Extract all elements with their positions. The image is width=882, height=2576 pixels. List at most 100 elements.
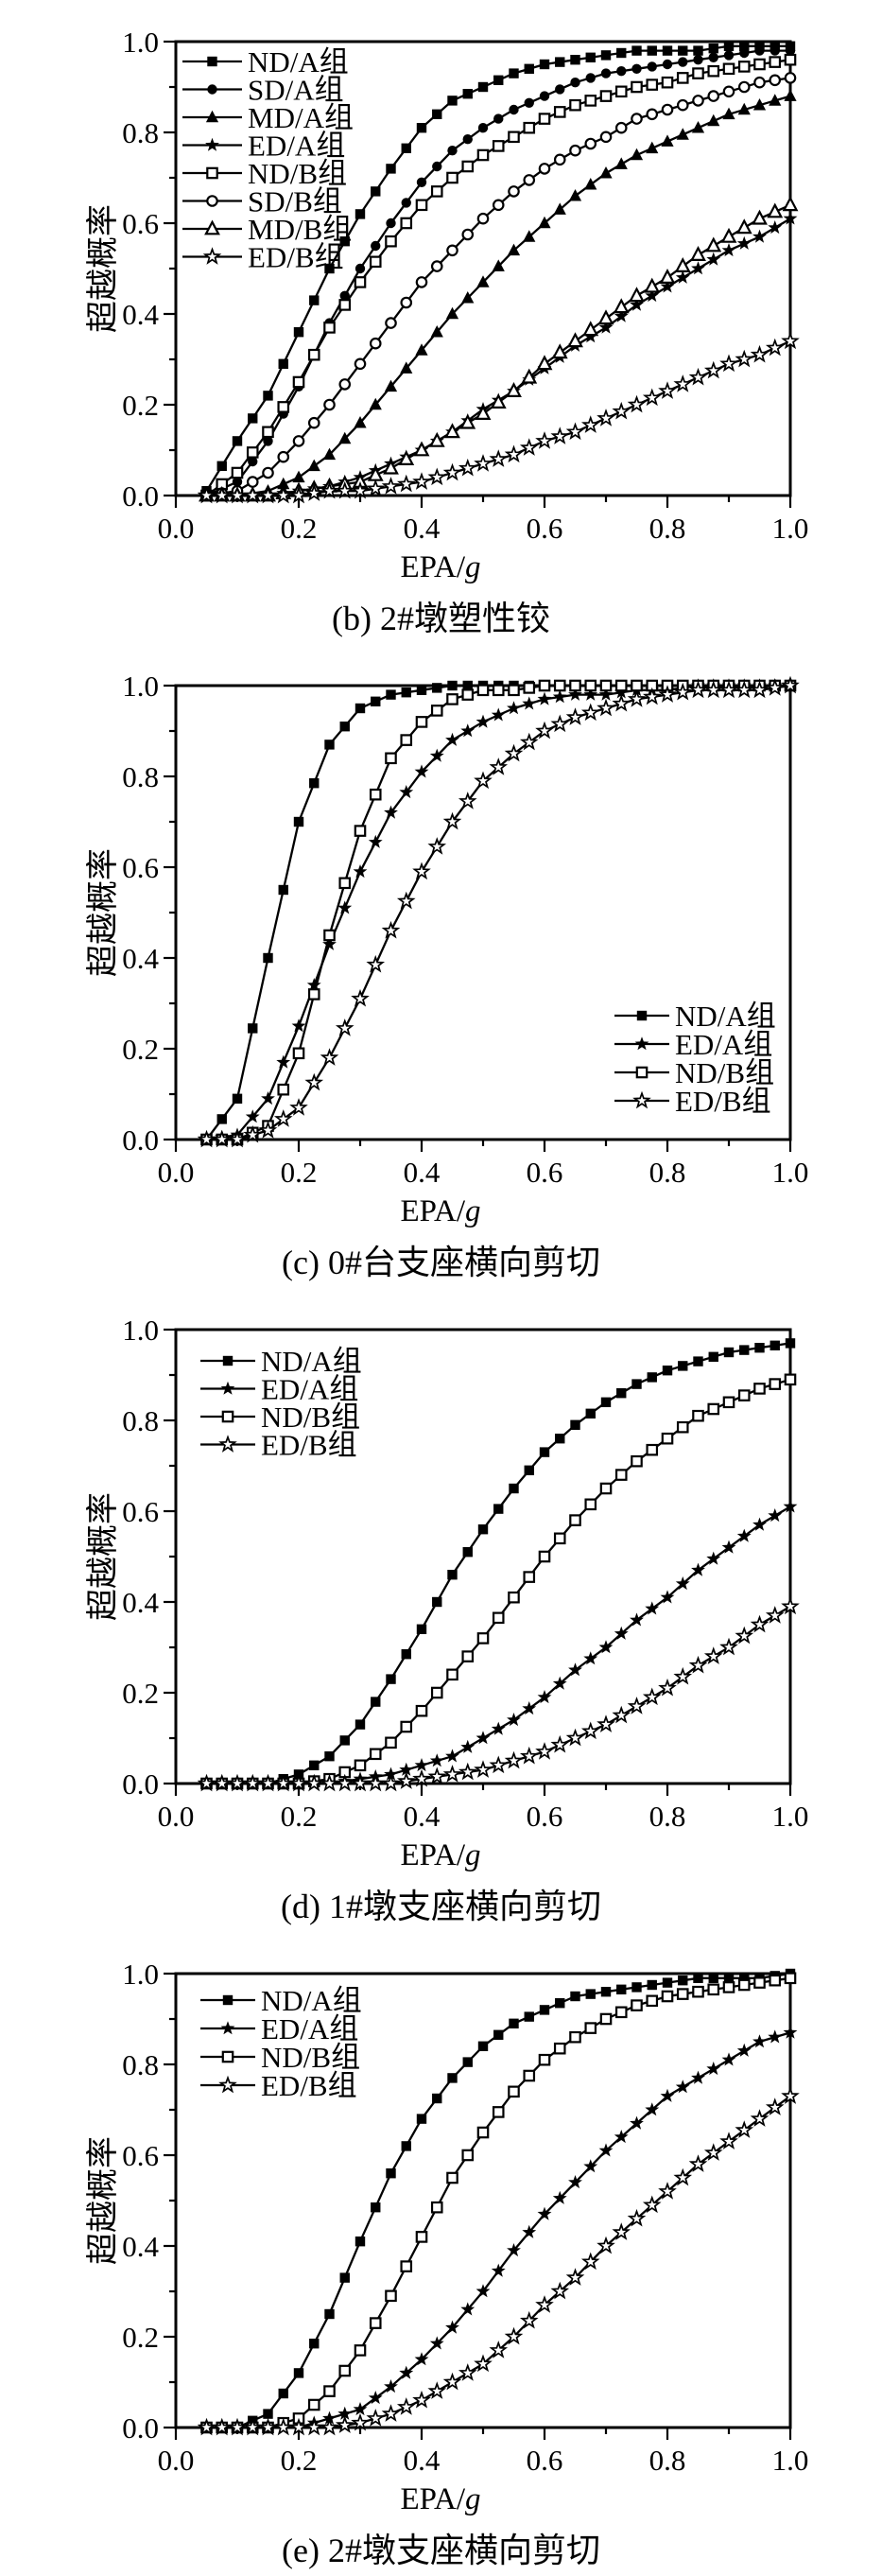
- chart-e-caption: (e) 2#墩支座横向剪切: [282, 2532, 600, 2569]
- y-tick-label: 0.0: [122, 1767, 159, 1801]
- legend-label: ND/B组: [261, 2041, 360, 2074]
- legend-label: ED/B组: [675, 1085, 771, 1118]
- x-tick-label: 0.8: [649, 2444, 686, 2477]
- x-tick-label: 0.6: [527, 2444, 563, 2477]
- x-tick-label: 1.0: [772, 2444, 809, 2477]
- legend-label: ED/B组: [261, 1429, 357, 1462]
- y-tick-label: 0.0: [122, 1123, 159, 1157]
- x-tick-label: 0.4: [404, 2444, 441, 2477]
- legend-label: ED/B组: [248, 241, 344, 274]
- x-tick-label: 0.4: [404, 1156, 441, 1189]
- y-axis-label: 超越概率: [85, 848, 121, 977]
- legend-label: MD/A组: [248, 101, 354, 134]
- chart-c-canvas: 0.0 0.2 0.4 0.6 0.8 1.0 0.0 0.2 0.4 0.6 0.8 1.0 EPA/…: [85, 670, 808, 1228]
- y-tick-label: 1.0: [122, 670, 159, 703]
- y-tick-label: 1.0: [122, 1958, 159, 1991]
- y-tick-label: 0.2: [122, 1677, 159, 1710]
- x-axis-label: EPA/g: [401, 2482, 481, 2516]
- y-axis-label: 超越概率: [85, 1492, 121, 1621]
- y-tick-label: 0.6: [122, 851, 159, 884]
- x-tick-label: 1.0: [772, 1800, 809, 1833]
- x-tick-label: 0.4: [404, 512, 441, 545]
- x-tick-label: 0.4: [404, 1800, 441, 1833]
- legend-label: ND/B组: [261, 1401, 360, 1434]
- x-axis-label: EPA/g: [401, 1838, 481, 1872]
- y-tick-label: 0.8: [122, 116, 159, 149]
- x-tick-label: 0.6: [527, 512, 563, 545]
- y-tick-label: 0.4: [122, 298, 159, 331]
- legend-label: SD/B组: [248, 185, 342, 218]
- x-tick-label: 0.2: [281, 1800, 318, 1833]
- legend-label: ED/A组: [248, 130, 345, 163]
- chart-d-canvas: 0.0 0.2 0.4 0.6 0.8 1.0 0.0 0.2 0.4 0.6 0.8 1.0 EPA/…: [85, 1314, 808, 1872]
- axes-b: 0.0 0.2 0.4 0.6 0.8 1.0 0.0 0.2 0.4 0.6 0.8 1.0 EPA/…: [85, 26, 808, 584]
- x-axis-label: EPA/g: [401, 1194, 481, 1228]
- legend-label: ND/A组: [261, 1345, 362, 1378]
- y-tick-label: 0.8: [122, 2048, 159, 2081]
- y-tick-label: 0.6: [122, 2139, 159, 2172]
- chart-block-b: 0.0 0.2 0.4 0.6 0.8 1.0 0.0 0.2 0.4 0.6 0.8 1.0 EPA/…: [0, 0, 882, 644]
- x-tick-label: 0.0: [158, 512, 195, 545]
- x-tick-label: 0.2: [281, 512, 318, 545]
- chart-b-canvas: 0.0 0.2 0.4 0.6 0.8 1.0 0.0 0.2 0.4 0.6 0.8 1.0 EPA/…: [85, 26, 808, 584]
- y-tick-label: 0.6: [122, 1495, 159, 1528]
- x-tick-label: 0.0: [158, 1156, 195, 1189]
- legend-label: ND/B组: [675, 1056, 774, 1089]
- y-tick-label: 0.0: [122, 2411, 159, 2445]
- series-b-7: [197, 331, 800, 504]
- x-tick-label: 0.2: [281, 2444, 318, 2477]
- x-tick-label: 1.0: [772, 512, 809, 545]
- legend-label: ND/A组: [675, 1000, 776, 1033]
- series-b-2: [199, 89, 797, 501]
- x-tick-label: 0.8: [649, 512, 686, 545]
- y-tick-label: 0.6: [122, 207, 159, 240]
- axes-d: 0.0 0.2 0.4 0.6 0.8 1.0 0.0 0.2 0.4 0.6 0.8 1.0 EPA/…: [85, 1314, 808, 1872]
- legend-label: ED/A组: [261, 2012, 358, 2045]
- legend-label: ED/A组: [675, 1028, 772, 1061]
- y-tick-label: 0.8: [122, 760, 159, 793]
- x-axis-label: EPA/g: [401, 550, 481, 584]
- chart-e-canvas: 0.0 0.2 0.4 0.6 0.8 1.0 0.0 0.2 0.4 0.6 0.8 1.0 EPA/…: [85, 1958, 809, 2516]
- y-axis-label: 超越概率: [85, 2136, 121, 2265]
- axes-c: 0.0 0.2 0.4 0.6 0.8 1.0 0.0 0.2 0.4 0.6 0.8 1.0 EPA/…: [85, 670, 808, 1228]
- y-tick-label: 0.4: [122, 942, 159, 975]
- chart-b-caption: (b) 2#墩塑性铰: [332, 600, 550, 637]
- legend-label: SD/A组: [248, 74, 344, 107]
- series-b-4: [200, 53, 797, 502]
- x-tick-label: 0.6: [527, 1800, 563, 1833]
- y-tick-label: 0.2: [122, 389, 159, 422]
- y-tick-label: 0.4: [122, 2230, 159, 2263]
- y-tick-label: 0.0: [122, 479, 159, 513]
- x-tick-label: 0.8: [649, 1800, 686, 1833]
- x-tick-label: 0.0: [158, 1800, 195, 1833]
- legend-label: ND/A组: [261, 1984, 362, 2017]
- x-tick-label: 0.6: [527, 1156, 563, 1189]
- chart-block-e: 0.0 0.2 0.4 0.6 0.8 1.0 0.0 0.2 0.4 0.6 0.8 1.0 EPA/…: [0, 1932, 882, 2576]
- chart-d-caption: (d) 1#墩支座横向剪切: [281, 1888, 601, 1925]
- x-tick-label: 0.8: [649, 1156, 686, 1189]
- y-tick-label: 0.2: [122, 2321, 159, 2354]
- y-tick-label: 0.4: [122, 1586, 159, 1619]
- chart-block-d: 0.0 0.2 0.4 0.6 0.8 1.0 0.0 0.2 0.4 0.6 0.8 1.0 EPA/…: [0, 1288, 882, 1932]
- y-axis-label: 超越概率: [85, 204, 121, 333]
- legend-label: MD/B组: [248, 213, 352, 246]
- y-tick-label: 0.8: [122, 1404, 159, 1437]
- legend-label: ED/A组: [261, 1373, 358, 1406]
- chart-c-caption: (c) 0#台支座横向剪切: [282, 1244, 600, 1281]
- legend-label: ED/B组: [261, 2069, 357, 2102]
- series-d-1: [199, 1499, 798, 1790]
- series-c-3: [197, 675, 800, 1148]
- y-tick-label: 1.0: [122, 26, 159, 59]
- series-e-3: [197, 2086, 800, 2436]
- x-tick-label: 0.2: [281, 1156, 318, 1189]
- series-d-3: [197, 1596, 800, 1792]
- y-tick-label: 1.0: [122, 1314, 159, 1347]
- x-tick-label: 1.0: [772, 1156, 809, 1189]
- legend-label: ND/A组: [248, 45, 349, 78]
- x-tick-label: 0.0: [158, 2444, 195, 2477]
